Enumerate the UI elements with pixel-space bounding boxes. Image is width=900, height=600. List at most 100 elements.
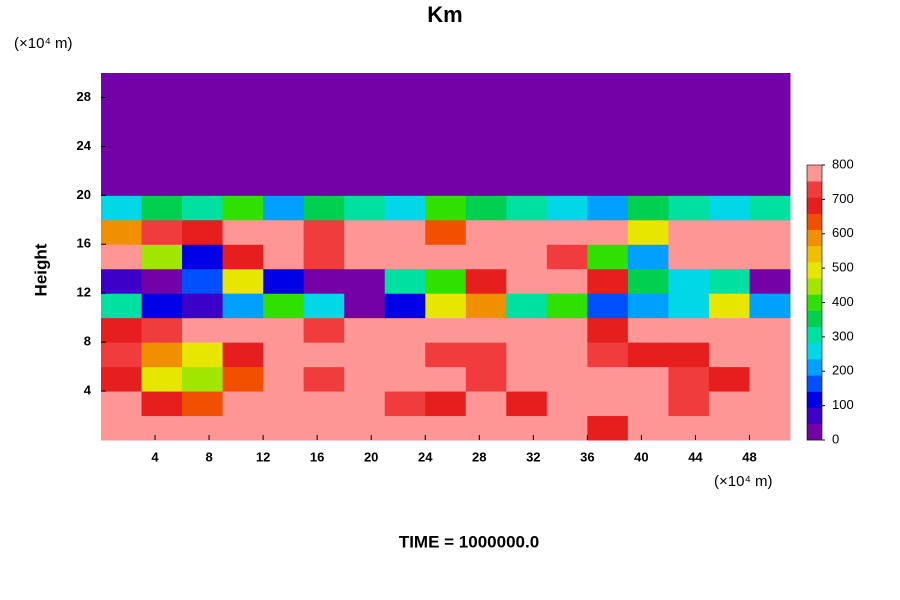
heatmap-cell <box>222 415 264 441</box>
heatmap-cell <box>465 391 507 417</box>
colorbar-swatch <box>807 278 822 295</box>
colorbar-swatch <box>807 245 822 263</box>
heatmap-cell <box>141 73 183 98</box>
colorbar-swatch <box>807 391 822 408</box>
heatmap-cell <box>627 97 669 123</box>
heatmap-cell <box>546 415 588 441</box>
heatmap-cell <box>222 219 264 245</box>
heatmap-cell <box>708 73 750 98</box>
heatmap-cell <box>506 391 548 417</box>
colorbar-swatch <box>807 326 822 344</box>
y-tick-label: 12 <box>77 285 91 300</box>
heatmap-cell <box>263 391 305 417</box>
heatmap-cell <box>627 170 669 196</box>
heatmap-cell <box>101 195 143 221</box>
heatmap-cell <box>141 195 183 221</box>
heatmap-cell <box>506 415 548 441</box>
heatmap-cell <box>668 293 710 319</box>
heatmap-cell <box>101 121 143 147</box>
heatmap-cell <box>344 317 386 343</box>
heatmap-cell <box>344 195 386 221</box>
heatmap-cell <box>222 391 264 417</box>
heatmap-cell <box>465 219 507 245</box>
heatmap-cell <box>303 244 345 270</box>
heatmap-cell <box>101 268 143 294</box>
heatmap-cell <box>587 244 629 270</box>
heatmap-cell <box>222 244 264 270</box>
heatmap-cell <box>546 391 588 417</box>
heatmap-cell <box>546 146 588 172</box>
heatmap-cell <box>587 366 629 392</box>
heatmap-cell <box>222 268 264 294</box>
heatmap-cell <box>506 244 548 270</box>
heatmap-cell <box>425 415 467 441</box>
heatmap-cell <box>303 342 345 368</box>
heatmap-cell <box>263 170 305 196</box>
heatmap-cell <box>749 170 791 196</box>
heatmap-cell <box>222 170 264 196</box>
heatmap-cell <box>749 121 791 147</box>
heatmap-cell <box>708 146 750 172</box>
y-tick-label: 16 <box>77 236 91 251</box>
heatmap-cell <box>384 415 426 441</box>
heatmap-cell <box>263 195 305 221</box>
heatmap-cell <box>303 317 345 343</box>
heatmap-cell <box>303 170 345 196</box>
colorbar-swatch <box>807 294 822 311</box>
heatmap-cell <box>506 366 548 392</box>
heatmap-cell <box>465 97 507 123</box>
heatmap-cell <box>627 73 669 98</box>
heatmap-cell <box>384 342 426 368</box>
heatmap-cell <box>344 268 386 294</box>
heatmap-cell <box>182 121 224 147</box>
heatmap-cell <box>384 195 426 221</box>
heatmap-cell <box>101 97 143 123</box>
heatmap-cell <box>101 317 143 343</box>
heatmap-cell <box>141 415 183 441</box>
heatmap-cell <box>141 146 183 172</box>
x-tick-label: 16 <box>310 449 324 464</box>
heatmap-cell <box>182 244 224 270</box>
heatmap-cell <box>222 121 264 147</box>
heatmap-cell <box>546 342 588 368</box>
y-tick-label: 8 <box>84 334 91 349</box>
heatmap-cell <box>708 391 750 417</box>
x-tick-label: 20 <box>364 449 378 464</box>
heatmap-cell <box>182 170 224 196</box>
x-tick-label: 48 <box>742 449 756 464</box>
heatmap-cell <box>668 342 710 368</box>
heatmap-cell <box>587 415 629 441</box>
heatmap-cell <box>587 195 629 221</box>
heatmap-cell <box>303 195 345 221</box>
heatmap-cell <box>668 268 710 294</box>
x-tick-label: 8 <box>205 449 212 464</box>
heatmap-cell <box>668 73 710 98</box>
heatmap-cell <box>627 244 669 270</box>
heatmap-cell <box>384 293 426 319</box>
colorbar-tick-label: 300 <box>832 328 854 343</box>
heatmap-cell <box>587 317 629 343</box>
heatmap-cell <box>182 415 224 441</box>
heatmap-cell <box>546 268 588 294</box>
heatmap-cell <box>425 195 467 221</box>
heatmap-cell <box>182 342 224 368</box>
colorbar-tick-label: 100 <box>832 397 854 412</box>
colorbar-tick-label: 600 <box>832 225 854 240</box>
heatmap-cell <box>222 317 264 343</box>
heatmap-cell <box>182 146 224 172</box>
colorbar-tick-label: 0 <box>832 431 839 446</box>
heatmap-cell <box>101 342 143 368</box>
heatmap-cell <box>263 121 305 147</box>
heatmap-cell <box>344 170 386 196</box>
heatmap-cell <box>384 268 426 294</box>
heatmap-cell <box>263 244 305 270</box>
heatmap-cell <box>141 244 183 270</box>
heatmap-cell <box>506 170 548 196</box>
heatmap-cell <box>546 73 588 98</box>
y-axis-label: Height <box>31 243 50 296</box>
x-tick-label: 24 <box>418 449 433 464</box>
heatmap-cell <box>101 366 143 392</box>
colorbar-swatch <box>807 359 822 376</box>
heatmap-cell <box>425 391 467 417</box>
heatmap-cell <box>263 146 305 172</box>
